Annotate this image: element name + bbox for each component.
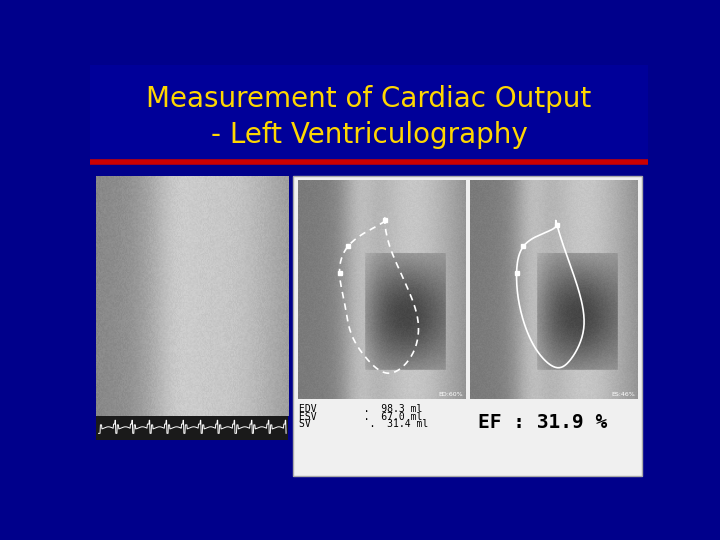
Text: - Left Ventriculography: - Left Ventriculography	[211, 120, 527, 148]
Text: SV          .  31.4 ml: SV . 31.4 ml	[300, 420, 428, 429]
Text: Measurement of Cardiac Output: Measurement of Cardiac Output	[146, 85, 592, 113]
Text: ED:60%: ED:60%	[438, 392, 463, 397]
Bar	[293, 176, 642, 476]
Bar	[90, 65, 648, 162]
Text: ESV        .  67.0 ml: ESV . 67.0 ml	[300, 411, 423, 422]
Text: ES:46%: ES:46%	[611, 392, 635, 397]
Text: EDV        .  98.3 ml: EDV . 98.3 ml	[300, 404, 423, 414]
Text: EF : 31.9 %: EF : 31.9 %	[477, 413, 607, 432]
Bar	[96, 416, 289, 440]
